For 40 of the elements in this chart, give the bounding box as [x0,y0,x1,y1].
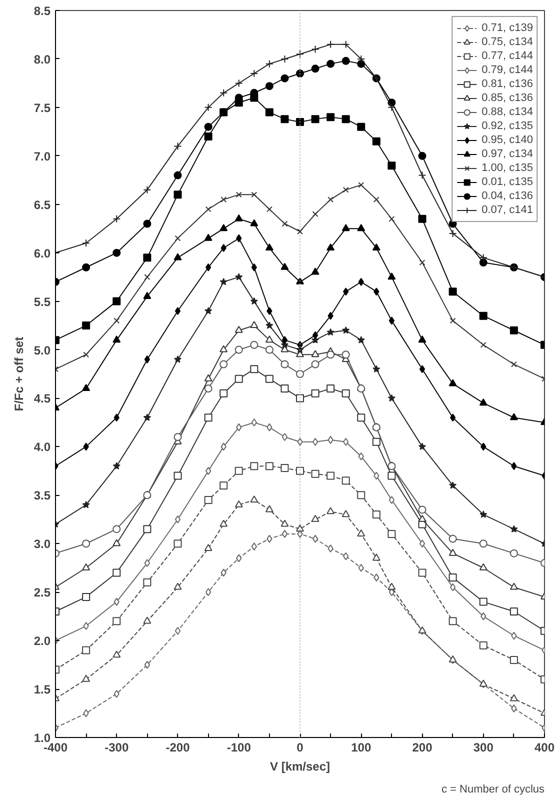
y-tick-label: 6.5 [34,198,51,212]
x-tick-label: -200 [166,740,190,754]
x-tick-label: -300 [104,740,129,754]
y-tick-label: 7.5 [34,100,51,115]
legend-label: 0.75, c134 [482,35,533,49]
x-axis-title: V [km/sec] [270,760,330,774]
text: c = Number of cyclus [441,784,545,796]
legend-label: 0.07, c141 [482,203,533,217]
y-tick-label: 6.0 [34,246,51,260]
y-tick-label: 3.5 [34,488,51,503]
x-tick-label: 100 [351,740,372,754]
y-tick-label: 2.5 [34,586,51,600]
x-tick-label: -100 [226,740,252,754]
y-tick-label: 4.5 [34,392,51,406]
y-tick-label: 2.0 [34,634,51,648]
y-tick-label: 4.0 [34,440,51,454]
legend-label: 0.77, c144 [482,49,533,63]
legend-label: 0.88, c134 [482,105,533,119]
y-tick-label: 1.5 [34,682,51,697]
x-tick-label: 300 [473,740,494,754]
x-tick-label: 400 [534,740,555,754]
y-tick-label: 5.5 [34,294,51,309]
legend-label: 1.00, c135 [482,161,533,175]
y-tick-label: 8.0 [34,52,51,66]
x-tick-label: 200 [412,740,433,754]
legend-label: 0.92, c135 [482,119,533,133]
y-tick-label: 3.0 [34,537,51,552]
legend-label: 0.79, c144 [482,63,533,77]
legend-label: 0.81, c136 [482,77,533,91]
y-tick-label: 8.5 [34,4,51,18]
legend-label: 0.85, c136 [482,91,533,105]
legend-label: 0.01, c135 [482,175,533,189]
legend-label: 0.95, c140 [482,133,533,147]
y-tick-label: 5.0 [34,343,51,358]
y-tick-label: 7.0 [34,149,51,164]
legend-label: 0.71, c139 [482,21,533,35]
x-tick-label: 0 [296,740,304,754]
y-axis-title: F/Fc + off set [12,336,26,412]
legend-label: 0.97, c134 [482,147,533,161]
legend-label: 0.04, c136 [482,189,533,203]
